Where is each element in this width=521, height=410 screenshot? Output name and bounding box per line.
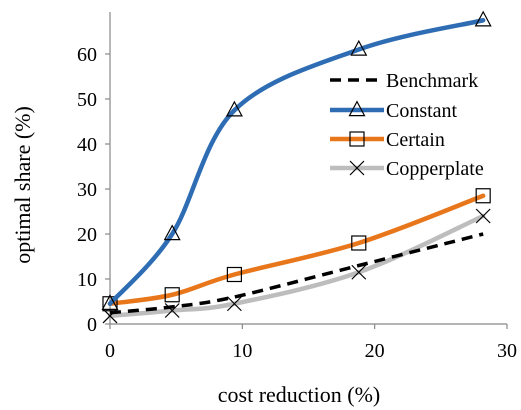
x-tick-label: 0 <box>105 340 115 362</box>
legend-item-constant: Constant <box>330 100 458 122</box>
data-point-copperplate-stroke <box>226 296 242 312</box>
data-point-copperplate-stroke <box>164 303 180 318</box>
legend-item-benchmark: Benchmark <box>330 70 478 92</box>
y-tick-label: 20 <box>77 224 97 246</box>
data-point-copperplate <box>475 208 491 224</box>
legend: Benchmark Constant Certain Copperplate <box>330 70 484 180</box>
data-point-certain <box>351 235 367 251</box>
data-point-certain <box>475 188 491 204</box>
legend-item-copperplate: Copperplate <box>330 158 484 180</box>
legend-label-certain: Certain <box>386 129 445 151</box>
series-line-benchmark <box>109 232 484 315</box>
data-point-copperplate <box>226 296 242 312</box>
data-point-constant <box>101 294 119 310</box>
y-tick-label: 10 <box>77 269 97 291</box>
y-tick-label: 60 <box>77 44 97 66</box>
x-tick-label: 30 <box>497 340 517 362</box>
legend-item-certain: Certain <box>330 129 445 151</box>
x-tick-label: 10 <box>232 340 252 362</box>
x-axis-label: cost reduction (%) <box>218 382 381 407</box>
y-tick-label: 40 <box>77 134 97 156</box>
y-tick-label: 30 <box>77 179 97 201</box>
legend-marker-copperplate <box>349 160 365 176</box>
x-tick-label: 20 <box>365 340 385 362</box>
data-point-copperplate-stroke <box>351 264 367 280</box>
axes: 0 10 20 30 0 10 20 30 40 50 60 <box>77 12 517 362</box>
data-point-constant <box>225 100 243 117</box>
series-benchmark <box>109 232 484 315</box>
data-point-copperplate <box>351 264 367 280</box>
data-point-constant <box>350 39 368 56</box>
data-point-constant <box>163 224 181 241</box>
legend-label-constant: Constant <box>386 100 458 122</box>
series-copperplate <box>102 208 491 324</box>
legend-label-benchmark: Benchmark <box>386 70 478 92</box>
data-point-constant <box>474 10 492 27</box>
series-constant <box>101 10 492 310</box>
data-point-certain <box>226 266 242 283</box>
series-line-constant <box>107 18 486 306</box>
data-point-certain <box>164 287 180 303</box>
legend-marker-copperplate-stroke <box>349 160 365 176</box>
y-axis-label: optimal share (%) <box>10 106 35 264</box>
series-line-copperplate <box>107 213 486 319</box>
y-tick-label: 0 <box>87 314 97 336</box>
series-layer <box>101 10 492 324</box>
series-certain <box>102 188 491 312</box>
y-tick-label: 50 <box>77 89 97 111</box>
data-point-certain <box>102 296 118 312</box>
legend-marker-constant <box>348 100 366 117</box>
legend-marker-certain <box>349 131 365 147</box>
legend-label-copperplate: Copperplate <box>386 158 484 180</box>
data-point-copperplate-stroke <box>475 208 491 224</box>
